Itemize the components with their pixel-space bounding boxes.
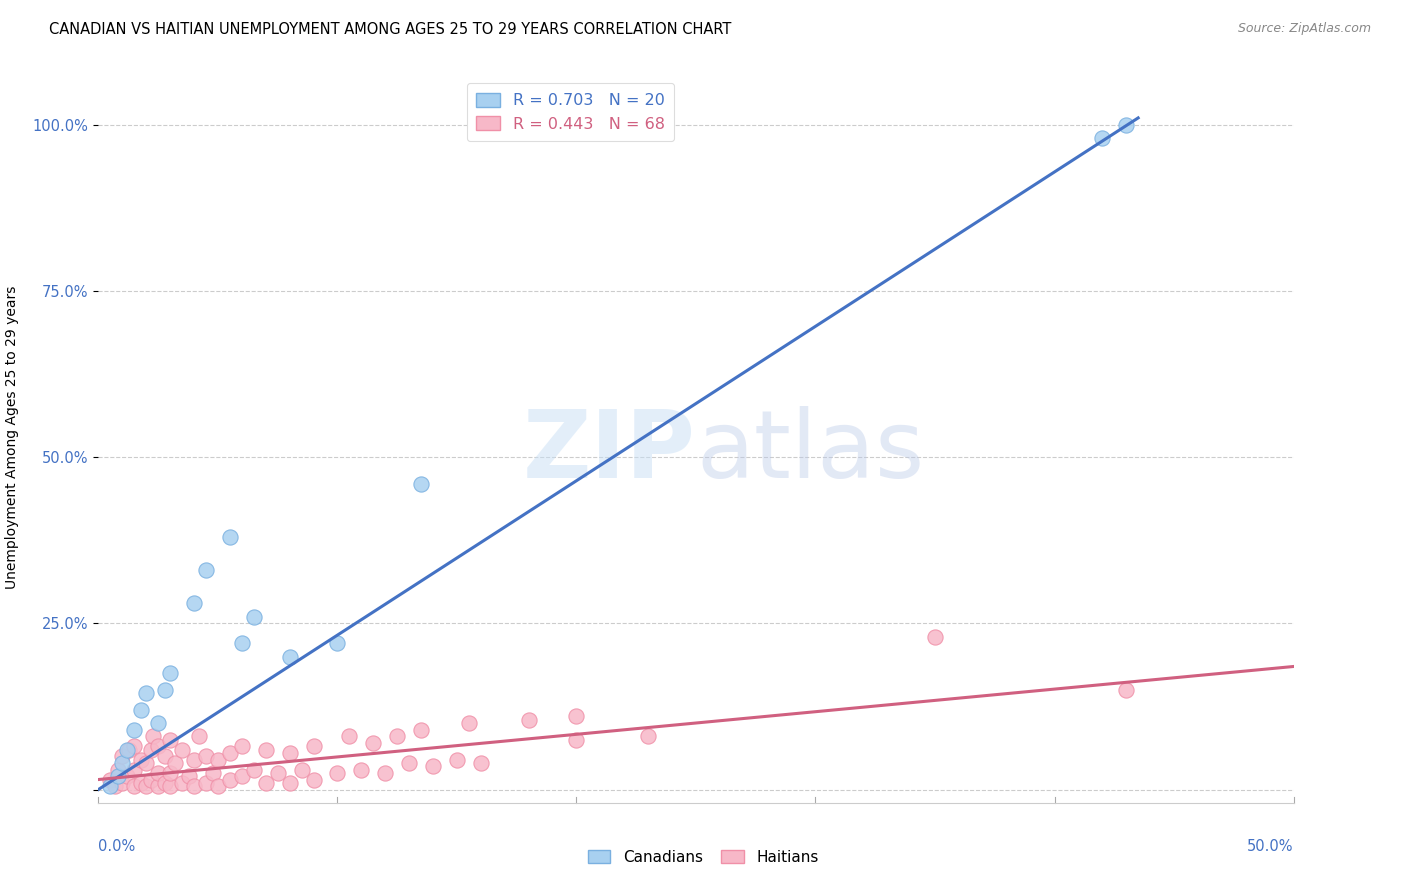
Point: [111, 756, 134, 770]
Point: [172, 742, 194, 756]
Point: [139, 772, 162, 787]
Point: [231, 739, 253, 754]
Point: [155, 749, 177, 764]
Point: [517, 713, 540, 727]
Point: [339, 729, 361, 743]
Point: [98, 779, 122, 793]
Point: [155, 682, 177, 697]
Point: [179, 769, 201, 783]
Point: [411, 723, 433, 737]
Text: CANADIAN VS HAITIAN UNEMPLOYMENT AMONG AGES 25 TO 29 YEARS CORRELATION CHART: CANADIAN VS HAITIAN UNEMPLOYMENT AMONG A…: [49, 22, 731, 37]
Point: [637, 729, 659, 743]
Text: Source: ZipAtlas.com: Source: ZipAtlas.com: [1237, 22, 1371, 36]
Point: [398, 756, 420, 770]
Text: 50.0%: 50.0%: [1247, 839, 1294, 855]
Point: [104, 779, 127, 793]
Point: [142, 729, 165, 743]
Point: [124, 763, 146, 777]
Point: [163, 756, 186, 770]
Point: [183, 596, 205, 610]
Point: [1091, 131, 1114, 145]
Point: [155, 776, 177, 790]
Point: [135, 756, 157, 770]
Point: [470, 756, 492, 770]
Point: [159, 666, 181, 681]
Point: [231, 769, 253, 783]
Point: [131, 776, 153, 790]
Point: [131, 753, 153, 767]
Point: [139, 742, 162, 756]
Point: [148, 739, 170, 754]
Point: [302, 739, 325, 754]
Point: [231, 636, 253, 650]
Point: [278, 776, 301, 790]
Point: [159, 765, 181, 780]
Point: [135, 686, 157, 700]
Point: [159, 732, 181, 747]
Point: [195, 563, 218, 577]
Point: [183, 753, 205, 767]
Point: [111, 749, 134, 764]
Point: [131, 703, 153, 717]
Y-axis label: Unemployment Among Ages 25 to 29 years: Unemployment Among Ages 25 to 29 years: [6, 285, 18, 589]
Point: [219, 746, 242, 760]
Legend: R = 0.703   N = 20, R = 0.443   N = 68: R = 0.703 N = 20, R = 0.443 N = 68: [467, 83, 675, 142]
Point: [363, 736, 385, 750]
Point: [278, 649, 301, 664]
Point: [350, 763, 373, 777]
Point: [219, 772, 242, 787]
Point: [278, 746, 301, 760]
Point: [302, 772, 325, 787]
Point: [291, 763, 314, 777]
Point: [124, 739, 146, 754]
Point: [135, 779, 157, 793]
Point: [111, 776, 134, 790]
Point: [565, 709, 588, 723]
Point: [446, 753, 468, 767]
Point: [202, 765, 225, 780]
Point: [267, 765, 290, 780]
Text: ZIP: ZIP: [523, 406, 696, 498]
Point: [254, 776, 277, 790]
Legend: Canadians, Haitians: Canadians, Haitians: [582, 844, 824, 871]
Point: [565, 732, 588, 747]
Point: [107, 763, 129, 777]
Point: [148, 716, 170, 731]
Text: atlas: atlas: [696, 406, 924, 498]
Point: [107, 769, 129, 783]
Point: [422, 759, 444, 773]
Point: [243, 609, 266, 624]
Text: 0.0%: 0.0%: [98, 839, 135, 855]
Point: [924, 630, 946, 644]
Point: [207, 753, 229, 767]
Point: [124, 723, 146, 737]
Point: [183, 779, 205, 793]
Point: [219, 530, 242, 544]
Point: [326, 636, 349, 650]
Point: [1115, 682, 1137, 697]
Point: [326, 765, 349, 780]
Point: [118, 742, 141, 756]
Point: [1115, 118, 1137, 132]
Point: [458, 716, 481, 731]
Point: [115, 742, 138, 756]
Point: [172, 776, 194, 790]
Point: [115, 769, 138, 783]
Point: [385, 729, 409, 743]
Point: [254, 742, 277, 756]
Point: [374, 765, 396, 780]
Point: [195, 749, 218, 764]
Point: [98, 772, 122, 787]
Point: [195, 776, 218, 790]
Point: [159, 779, 181, 793]
Point: [411, 476, 433, 491]
Point: [148, 765, 170, 780]
Point: [124, 779, 146, 793]
Point: [243, 763, 266, 777]
Point: [187, 729, 209, 743]
Point: [148, 779, 170, 793]
Point: [207, 779, 229, 793]
